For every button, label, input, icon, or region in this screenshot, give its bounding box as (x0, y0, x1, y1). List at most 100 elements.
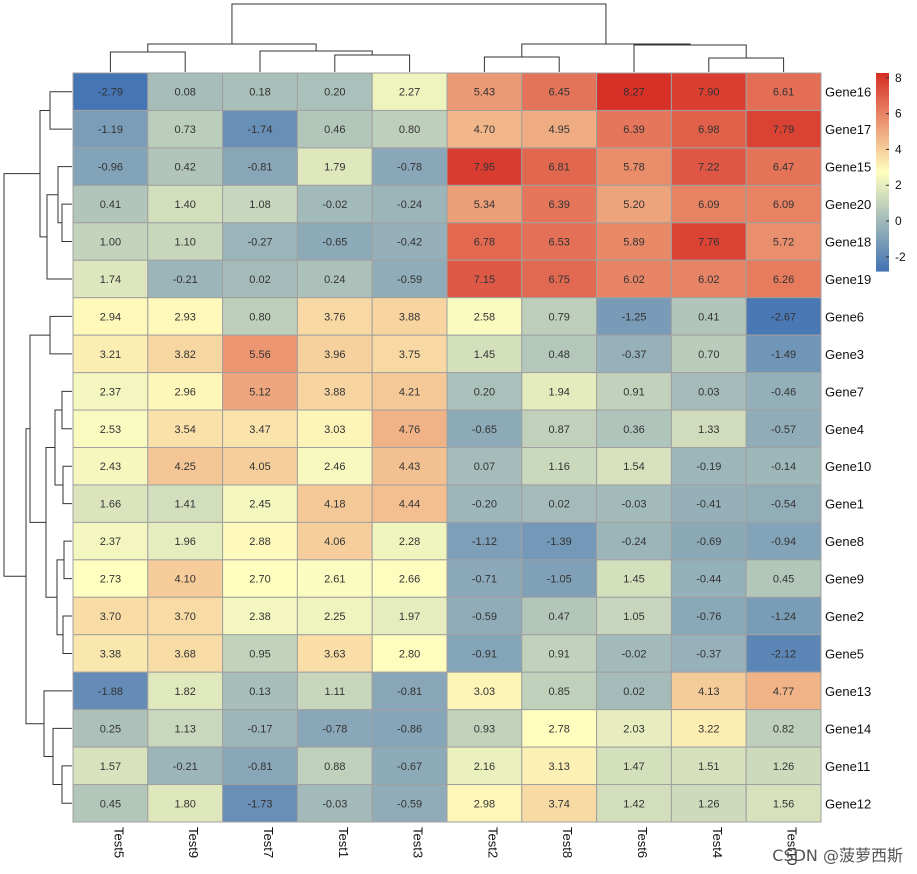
cell-value-label: 2.94 (100, 311, 121, 323)
heatmap-cell (222, 222, 298, 261)
cell-value-label: 3.76 (324, 311, 345, 323)
legend-color-step (876, 208, 889, 213)
heatmap-cell (371, 634, 448, 673)
heatmap-cell (222, 634, 298, 673)
cell-value-label: 7.90 (698, 87, 719, 99)
cell-value-label: 6.98 (698, 124, 719, 136)
legend-color-step (876, 89, 889, 94)
heatmap-cell (745, 746, 822, 786)
cell-value-label: 8.27 (623, 87, 644, 99)
cell-value-label: 2.46 (324, 461, 345, 473)
cell-value-label: -0.86 (397, 723, 422, 735)
cell-value-label: 0.45 (100, 798, 121, 810)
cell-value-label: 1.11 (325, 686, 346, 698)
legend-color-step (876, 224, 889, 229)
legend-tick-label: -2 (895, 250, 906, 264)
cell-value-label: 6.78 (474, 237, 495, 249)
legend-tick-label: 6 (895, 107, 902, 121)
cell-value-label: 6.02 (623, 274, 644, 286)
cell-value-label: 0.80 (249, 311, 270, 323)
cell-value-label: -0.54 (771, 499, 796, 511)
heatmap-cell (222, 596, 298, 636)
heatmap-cell (296, 147, 373, 186)
cell-value-label: 1.26 (773, 761, 794, 773)
cell-value-label: 6.45 (548, 87, 569, 99)
cell-value-label: 1.82 (174, 686, 195, 698)
cell-value-label: 0.36 (623, 424, 644, 436)
cell-value-label: -0.57 (771, 424, 796, 436)
cell-value-label: 1.74 (100, 274, 121, 286)
legend-color-step (876, 264, 889, 269)
heatmap-cell (147, 334, 224, 374)
cell-value-label: 1.47 (623, 761, 644, 773)
cell-value-label: 2.70 (249, 574, 270, 586)
row-label: Gene14 (825, 721, 871, 736)
cell-value-label: -0.78 (322, 723, 347, 735)
heatmap-cell (596, 259, 672, 299)
column-dendrogram (109, 3, 785, 72)
heatmap-cell (147, 297, 224, 336)
cell-value-label: -0.42 (397, 237, 422, 249)
heatmap-cell (446, 709, 523, 748)
color-legend: 8 6 4 2 0 -2 (876, 71, 906, 272)
cell-value-label: 1.40 (174, 199, 195, 211)
cell-value-label: -0.59 (397, 798, 422, 810)
cell-value-label: 4.76 (399, 424, 420, 436)
cell-value-label: 4.44 (399, 499, 420, 511)
cell-value-label: 0.82 (773, 723, 794, 735)
cell-value-label: 2.58 (474, 311, 495, 323)
heatmap-cell (72, 334, 149, 374)
cell-value-label: 1.45 (474, 349, 495, 361)
cell-value-label: 7.95 (474, 162, 495, 174)
dendrogram-branch (25, 428, 44, 725)
cell-value-label: 6.75 (548, 274, 569, 286)
cell-value-label: -0.02 (621, 648, 646, 660)
column-label: Test2 (485, 827, 500, 858)
heatmap-cell (147, 447, 224, 486)
cell-value-label: 0.41 (100, 199, 121, 211)
legend-color-step (876, 86, 889, 91)
heatmap-cell (670, 596, 747, 636)
dendrogram-branch (63, 540, 72, 580)
dendrogram-branch (57, 166, 72, 224)
cell-value-label: 7.22 (698, 162, 719, 174)
cell-value-label: 6.09 (698, 199, 719, 211)
legend-color-step (876, 115, 889, 120)
row-label: Gene19 (825, 272, 871, 287)
row-label: Gene7 (825, 384, 864, 399)
cell-value-label: 0.18 (249, 87, 270, 99)
dendrogram-branch (49, 315, 72, 355)
heatmap-cell (745, 109, 822, 149)
cell-value-label: 2.88 (249, 536, 270, 548)
row-label: Gene1 (825, 497, 864, 512)
legend-color-step (876, 251, 889, 256)
cell-value-label: 0.42 (174, 162, 195, 174)
legend-color-step (876, 228, 889, 232)
cell-value-label: 4.95 (548, 124, 569, 136)
legend-color-step (876, 145, 889, 150)
cell-value-label: -1.19 (98, 124, 123, 136)
column-labels: Test5 Test9 Test7 Test1 Test3 Test2 Test8 Test6… (111, 827, 799, 865)
heatmap-cell (596, 372, 672, 411)
heatmap-cell (446, 334, 523, 374)
heatmap-cell (371, 259, 448, 299)
column-label: Test10 (785, 827, 800, 865)
legend-color-step (876, 181, 889, 186)
cell-value-label: -0.21 (173, 274, 198, 286)
heatmap-cell (222, 147, 298, 186)
cell-value-label: 2.80 (399, 648, 420, 660)
row-label: Gene8 (825, 534, 864, 549)
legend-color-step (876, 198, 889, 203)
legend-color-step (876, 162, 889, 166)
heatmap-cell (745, 634, 822, 673)
heatmap-cell (745, 72, 822, 111)
cell-value-label: 0.20 (324, 87, 345, 99)
legend-color-step (876, 172, 889, 176)
watermark-text: CSDN @菠萝西斯 (772, 846, 903, 865)
heatmap-cell (147, 222, 224, 261)
heatmap-cell (745, 222, 822, 261)
legend-color-step (876, 112, 889, 117)
cell-value-label: -1.73 (247, 798, 272, 810)
cell-value-label: 4.06 (324, 536, 345, 548)
